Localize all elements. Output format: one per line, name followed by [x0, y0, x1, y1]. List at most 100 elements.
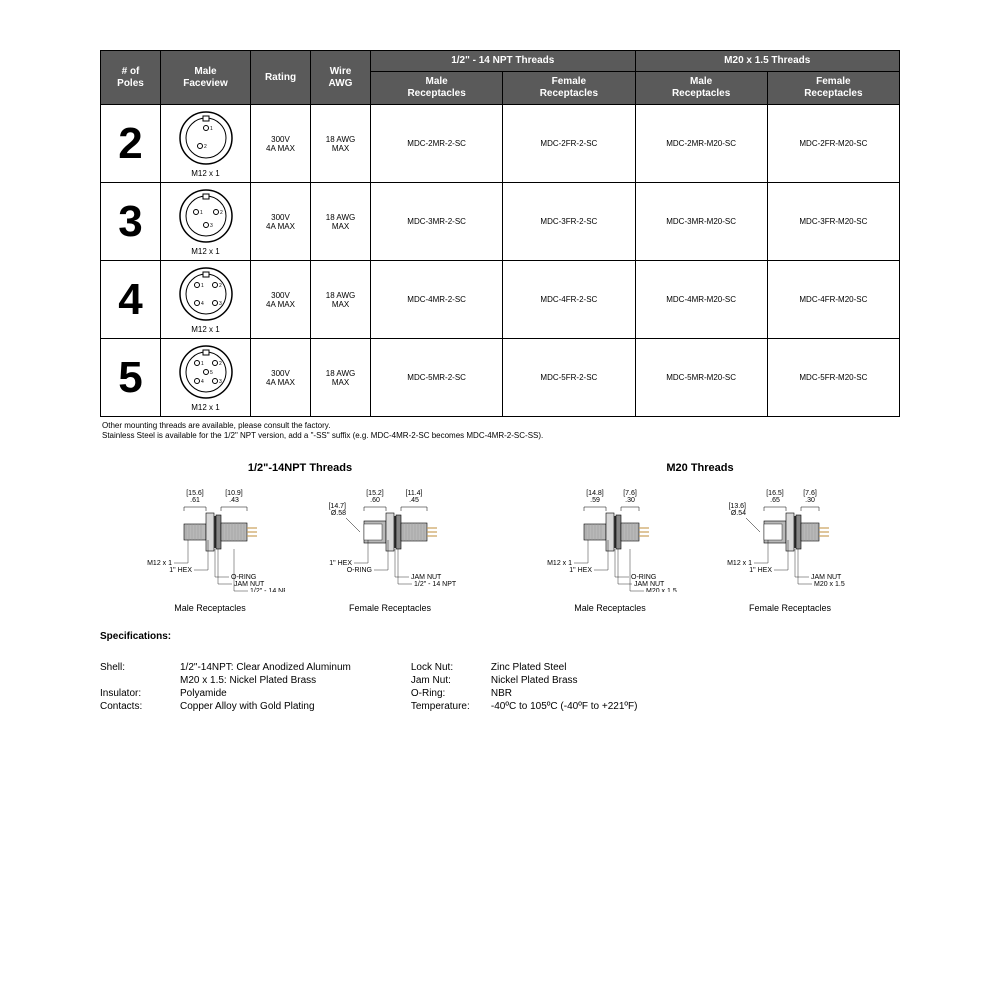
- th-m20-male: MaleReceptacles: [635, 72, 767, 105]
- diagram-label: Female Receptacles: [715, 603, 865, 613]
- svg-text:2: 2: [204, 144, 207, 150]
- svg-text:[13.6]: [13.6]: [728, 503, 746, 510]
- diagram-label: Male Receptacles: [135, 603, 285, 613]
- spec-value: Copper Alloy with Gold Plating: [180, 701, 351, 712]
- cell-npt-female: MDC-5FR-2-SC: [503, 339, 635, 417]
- cell-npt-female: MDC-3FR-2-SC: [503, 183, 635, 261]
- svg-text:.45: .45: [409, 497, 419, 504]
- note-line: Stainless Steel is available for the 1/2…: [102, 431, 900, 441]
- spec-value: NBR: [491, 688, 638, 699]
- cell-m20-female: MDC-2FR-M20-SC: [767, 105, 899, 183]
- faceview-label: M12 x 1: [163, 403, 248, 412]
- specs-left-column: Shell:1/2"-14NPT: Clear Anodized Aluminu…: [100, 662, 351, 712]
- svg-text:[14.8]: [14.8]: [586, 490, 604, 497]
- specs-right-column: Lock Nut:Zinc Plated SteelJam Nut:Nickel…: [411, 662, 638, 712]
- note-line: Other mounting threads are available, pl…: [102, 421, 900, 431]
- cell-npt-male: MDC-4MR-2-SC: [371, 261, 503, 339]
- diagram-m20-female: [16.5].65[7.6].30[13.6]Ø.54M12 x 11" HEX…: [715, 482, 865, 613]
- th-group-npt: 1/2" - 14 NPT Threads: [371, 51, 636, 72]
- cell-poles: 5: [101, 339, 161, 417]
- cell-rating: 300V4A MAX: [251, 339, 311, 417]
- svg-text:2: 2: [219, 283, 222, 289]
- svg-text:3: 3: [219, 301, 222, 307]
- faceview-label: M12 x 1: [163, 169, 248, 178]
- th-npt-female: FemaleReceptacles: [503, 72, 635, 105]
- table-row: 2 12 M12 x 1 300V4A MAX 18 AWGMAX MDC-2M…: [101, 105, 900, 183]
- cell-npt-female: MDC-2FR-2-SC: [503, 105, 635, 183]
- cell-npt-male: MDC-2MR-2-SC: [371, 105, 503, 183]
- th-poles: # ofPoles: [101, 51, 161, 105]
- svg-text:1: 1: [201, 283, 204, 289]
- dimension-diagrams: 1/2"-14NPT Threads [15.6].61[10.9].43M12…: [100, 462, 900, 613]
- cell-rating: 300V4A MAX: [251, 183, 311, 261]
- th-rating: Rating: [251, 51, 311, 105]
- svg-text:[16.5]: [16.5]: [766, 490, 784, 497]
- cell-faceview: 123 M12 x 1: [161, 183, 251, 261]
- spec-value: Polyamide: [180, 688, 351, 699]
- specifications: Specifications: Shell:1/2"-14NPT: Clear …: [100, 631, 900, 712]
- cell-npt-female: MDC-4FR-2-SC: [503, 261, 635, 339]
- svg-text:[15.2]: [15.2]: [366, 490, 384, 497]
- svg-text:4: 4: [201, 379, 204, 385]
- spec-label: Insulator:: [100, 688, 180, 699]
- cell-m20-female: MDC-3FR-M20-SC: [767, 183, 899, 261]
- cell-awg: 18 AWGMAX: [311, 339, 371, 417]
- cell-m20-male: MDC-3MR-M20-SC: [635, 183, 767, 261]
- svg-text:JAM NUT: JAM NUT: [234, 581, 265, 588]
- diagram-npt-female: [15.2].60[11.4].45[14.7]Ø.581" HEXO-RING…: [315, 482, 465, 613]
- diagram-label: Female Receptacles: [315, 603, 465, 613]
- specs-title: Specifications:: [100, 631, 900, 642]
- cell-poles: 2: [101, 105, 161, 183]
- th-faceview: MaleFaceview: [161, 51, 251, 105]
- svg-text:.60: .60: [370, 497, 380, 504]
- svg-text:M12 x 1: M12 x 1: [727, 560, 752, 567]
- cell-rating: 300V4A MAX: [251, 261, 311, 339]
- cell-m20-female: MDC-4FR-M20-SC: [767, 261, 899, 339]
- svg-text:O-RING: O-RING: [631, 574, 656, 581]
- th-m20-female: FemaleReceptacles: [767, 72, 899, 105]
- svg-text:.65: .65: [770, 497, 780, 504]
- svg-text:M12 x 1: M12 x 1: [547, 560, 572, 567]
- cell-faceview: 1 2 3 4 M12 x 1: [161, 261, 251, 339]
- svg-text:[15.6]: [15.6]: [186, 490, 204, 497]
- table-notes: Other mounting threads are available, pl…: [102, 421, 900, 442]
- svg-text:Ø.58: Ø.58: [331, 510, 346, 517]
- spec-label: Temperature:: [411, 701, 491, 712]
- svg-text:4: 4: [201, 301, 204, 307]
- svg-text:1: 1: [200, 210, 203, 216]
- spec-label: [100, 675, 180, 686]
- svg-text:JAM NUT: JAM NUT: [811, 574, 842, 581]
- svg-text:[7.6]: [7.6]: [803, 490, 817, 497]
- cell-m20-male: MDC-4MR-M20-SC: [635, 261, 767, 339]
- table-row: 4 1234 M12 x 1 300V4A MAX 18 AWGMAX MDC-…: [101, 261, 900, 339]
- spec-label: O-Ring:: [411, 688, 491, 699]
- spec-label: Contacts:: [100, 701, 180, 712]
- svg-text:JAM NUT: JAM NUT: [634, 581, 665, 588]
- spec-value: Zinc Plated Steel: [491, 662, 638, 673]
- diagram-group-npt: 1/2"-14NPT Threads [15.6].61[10.9].43M12…: [135, 462, 465, 613]
- svg-text:3: 3: [219, 379, 222, 385]
- svg-text:O-RING: O-RING: [231, 574, 256, 581]
- cell-faceview: 1 2 3 45 M12 x 1: [161, 339, 251, 417]
- svg-text:3: 3: [210, 223, 213, 229]
- svg-text:1/2" - 14 NPT: 1/2" - 14 NPT: [414, 581, 457, 588]
- svg-text:.61: .61: [190, 497, 200, 504]
- svg-text:2: 2: [219, 361, 222, 367]
- svg-text:1" HEX: 1" HEX: [169, 567, 192, 574]
- table-row: 5 12345 M12 x 1 300V4A MAX 18 AWGMAX MDC…: [101, 339, 900, 417]
- svg-text:.43: .43: [229, 497, 239, 504]
- cell-awg: 18 AWGMAX: [311, 105, 371, 183]
- svg-text:[10.9]: [10.9]: [225, 490, 243, 497]
- svg-text:1: 1: [201, 361, 204, 367]
- faceview-label: M12 x 1: [163, 325, 248, 334]
- svg-text:[11.4]: [11.4]: [406, 490, 423, 497]
- svg-text:[14.7]: [14.7]: [328, 503, 346, 510]
- svg-text:M12 x 1: M12 x 1: [147, 560, 172, 567]
- svg-text:1/2" - 14 NPT: 1/2" - 14 NPT: [250, 588, 285, 592]
- svg-text:[7.6]: [7.6]: [623, 490, 637, 497]
- svg-text:1" HEX: 1" HEX: [569, 567, 592, 574]
- svg-text:Ø.54: Ø.54: [731, 510, 746, 517]
- diagram-group-title: M20 Threads: [535, 462, 865, 474]
- spec-label: Lock Nut:: [411, 662, 491, 673]
- svg-text:5: 5: [210, 370, 213, 376]
